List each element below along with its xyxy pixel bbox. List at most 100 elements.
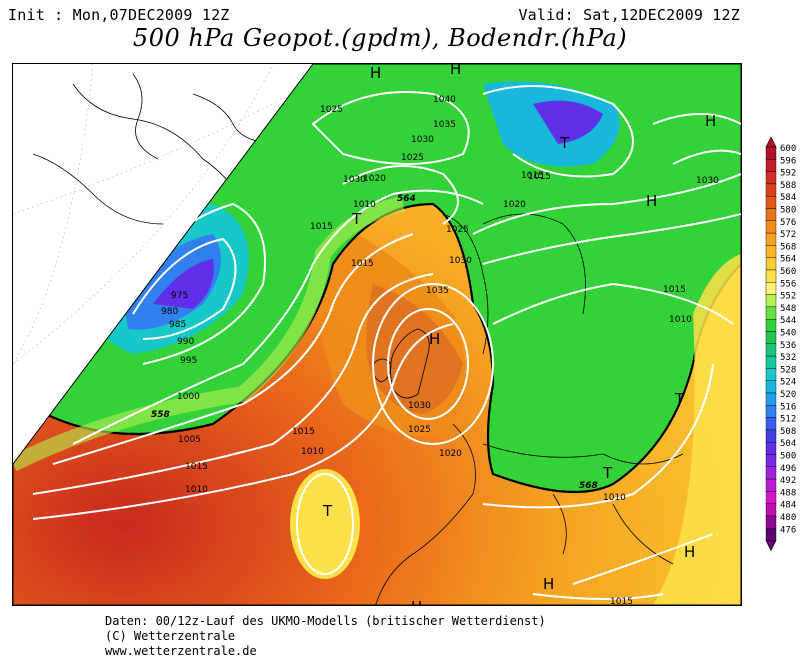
scale-label: 548 — [780, 304, 796, 314]
pressure-label: 1030 — [449, 256, 472, 266]
geopotential-label: 568 — [579, 481, 598, 491]
high-marker: H — [429, 330, 440, 348]
scale-swatch — [765, 220, 777, 234]
high-marker: H — [411, 598, 422, 605]
pressure-label: 1025 — [401, 153, 424, 163]
scale-label: 536 — [780, 341, 796, 351]
pressure-label: 1010 — [603, 493, 626, 503]
scale-cap-top — [765, 136, 777, 148]
high-marker: H — [646, 192, 657, 210]
high-marker: H — [543, 575, 554, 593]
scale-label: 584 — [780, 193, 796, 203]
scale-label: 540 — [780, 329, 796, 339]
scale-label: 564 — [780, 255, 796, 265]
init-time: Init : Mon,07DEC2009 12Z — [8, 6, 230, 24]
pressure-label: 1020 — [439, 449, 462, 459]
scale-swatch — [765, 491, 777, 504]
pressure-label: 1015 — [663, 285, 686, 295]
scale-swatch — [765, 515, 777, 529]
scale-label: 480 — [780, 513, 796, 523]
scale-swatch — [765, 318, 777, 332]
scale-swatch — [765, 442, 777, 455]
scale-swatch — [765, 208, 777, 222]
pressure-label: 1010 — [185, 485, 208, 495]
low-marker: T — [602, 464, 613, 482]
footer-copyright: (C) Wetterzentrale — [105, 629, 236, 643]
scale-label: 600 — [780, 144, 796, 154]
scale-label: 476 — [780, 525, 796, 535]
scale-label: 484 — [780, 501, 796, 511]
scale-label: 552 — [780, 292, 796, 302]
weather-map[interactable]: 1040 1035 1030 1025 1030 1025 1020 1010 … — [12, 63, 742, 606]
domain-border — [13, 64, 741, 605]
scale-swatch — [765, 380, 777, 394]
scale-label: 524 — [780, 378, 796, 388]
pressure-label: 1015 — [528, 172, 551, 182]
pressure-label: 1015 — [351, 259, 374, 269]
scale-swatch — [765, 478, 777, 492]
scale-swatch — [765, 306, 777, 320]
scale-swatch — [765, 355, 777, 369]
scale-label: 568 — [780, 242, 796, 252]
scale-label: 572 — [780, 230, 796, 240]
scale-swatch — [765, 429, 777, 443]
geopotential-labels: 564 558 568 — [151, 194, 598, 491]
scale-swatch — [765, 269, 777, 283]
pressure-label: 1030 — [411, 135, 434, 145]
scale-swatch — [765, 405, 777, 418]
scale-label: 516 — [780, 402, 796, 412]
high-marker: H — [684, 543, 695, 561]
scale-swatch — [765, 171, 777, 185]
scale-swatch — [765, 257, 777, 271]
color-scale-legend: 600 596 592 588 584 580 576 572 568 564 560 556 552 5… — [764, 135, 812, 565]
valid-time: Valid: Sat,12DEC2009 12Z — [518, 6, 740, 24]
pressure-label: 1025 — [320, 105, 343, 115]
scale-label: 556 — [780, 279, 796, 289]
scale-label: 592 — [780, 169, 796, 179]
footer: Daten: 00/12z-Lauf des UKMO-Modells (bri… — [105, 614, 546, 659]
scale-label: 500 — [780, 452, 796, 462]
scale-swatch — [765, 331, 777, 345]
pressure-label: 975 — [171, 291, 188, 301]
pressure-label: 1020 — [363, 174, 386, 184]
pressure-label: 1015 — [610, 597, 633, 605]
low-marker: T — [351, 210, 362, 228]
scale-label: 532 — [780, 353, 796, 363]
scale-swatch — [765, 368, 777, 381]
scale-swatch — [765, 183, 777, 197]
pressure-label: 1030 — [343, 175, 366, 185]
scale-swatch — [765, 146, 777, 160]
pressure-label: 1010 — [669, 315, 692, 325]
pressure-label: 1010 — [301, 447, 324, 457]
pressure-label: 1025 — [408, 425, 431, 435]
footer-website-link[interactable]: www.wetterzentrale.de — [105, 644, 257, 658]
scale-label: 496 — [780, 464, 796, 474]
scale-label: 576 — [780, 218, 796, 228]
pressure-label: 1035 — [426, 286, 449, 296]
scale-swatch — [765, 343, 777, 357]
scale-swatch — [765, 294, 777, 308]
low-marker: T — [322, 502, 333, 520]
high-marker: H — [705, 112, 716, 130]
pressure-label: 995 — [180, 356, 197, 366]
geopotential-label: 564 — [397, 194, 416, 204]
low-marker: T — [559, 134, 570, 152]
scale-label: 504 — [780, 439, 796, 449]
scale-label: 560 — [780, 267, 796, 277]
map-title: 500 hPa Geopot.(gpdm), Bodendr.(hPa) — [132, 24, 628, 52]
scale-label: 508 — [780, 427, 796, 437]
data-domain — [13, 64, 741, 605]
scale-swatch — [765, 245, 777, 258]
pressure-label: 1030 — [696, 176, 719, 186]
scale-label: 580 — [780, 206, 796, 216]
pressure-label: 985 — [169, 320, 186, 330]
scale-label: 596 — [780, 156, 796, 166]
pressure-label: 1005 — [178, 435, 201, 445]
pressure-label: 1035 — [433, 120, 456, 130]
scale-swatch — [765, 503, 777, 517]
pressure-label: 1015 — [310, 222, 333, 232]
pressure-label: 1015 — [292, 427, 315, 437]
scale-swatch — [765, 466, 777, 480]
scale-swatch — [765, 159, 777, 172]
color-scale-svg: 600 596 592 588 584 580 576 572 568 564 560 556 552 5… — [765, 136, 796, 552]
